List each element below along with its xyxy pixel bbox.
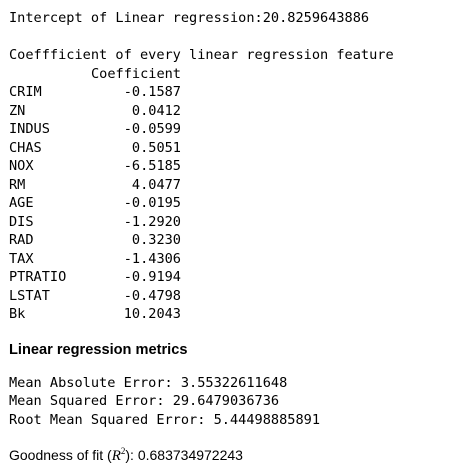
coefficient-row: AGE -0.0195 (9, 194, 181, 213)
coefficient-row: INDUS -0.0599 (9, 120, 181, 139)
coefficient-value: -0.4798 (123, 287, 181, 304)
coefficient-value: -6.5185 (123, 158, 181, 174)
coefficient-row: RAD 0.3230 (9, 231, 181, 250)
intercept-line: Intercept of Linear regression:20.825964… (9, 9, 445, 28)
metrics-heading: Linear regression metrics (9, 341, 188, 358)
coefficient-row: CRIM -0.1587 (9, 83, 181, 102)
feature-name: LSTAT (9, 287, 50, 304)
mse-label: Mean Squared Error: (9, 393, 173, 409)
feature-name: PTRATIO (9, 269, 67, 285)
coefficient-value: -1.4306 (123, 250, 181, 267)
r-exponent: 2 (120, 446, 126, 456)
goodness-of-fit-line: Goodness of fit (R2): 0.683734972243 (9, 445, 445, 466)
fit-label-pre: Goodness of fit ( (9, 447, 112, 463)
coefficient-table: Coefficient CRIM -0.1587 ZN 0.0412 INDUS -0.0… (9, 65, 181, 324)
coefficient-value: 0.3230 (131, 232, 181, 248)
coefficient-value: 0.5051 (131, 139, 181, 156)
coefficient-row: ZN 0.0412 (9, 102, 181, 121)
coefficient-value: -0.0599 (123, 121, 181, 137)
coefficient-row: LSTAT -0.4798 (9, 287, 181, 306)
blank-line (9, 28, 445, 47)
feature-name: Bk (9, 306, 26, 322)
coefficient-value: -0.9194 (123, 269, 181, 285)
notebook-output: Intercept of Linear regression:20.825964… (9, 9, 445, 466)
feature-name: TAX (9, 250, 34, 267)
feature-name: INDUS (9, 121, 50, 137)
mae-label: Mean Absolute Error: (9, 374, 181, 391)
coefficient-value: -0.0195 (123, 195, 181, 211)
coefficient-value: 10.2043 (123, 306, 181, 322)
column-header-coefficient: Coefficient (90, 65, 181, 82)
coefficient-table-header: Coefficient (9, 65, 181, 84)
mse-line: Mean Squared Error: 29.6479036736 (9, 392, 445, 411)
coefficient-row: DIS -1.2920 (9, 213, 181, 232)
intercept-label: Intercept of Linear regression: (9, 10, 263, 26)
fit-value: 0.683734972243 (137, 447, 243, 463)
coefficient-value: -0.1587 (123, 84, 181, 100)
coefficients-title: Coeffficient of every linear regression … (9, 47, 394, 63)
rmse-label: Root Mean Squared Error: (9, 411, 214, 428)
fit-label-post: ): (125, 447, 138, 463)
rmse-line: Root Mean Squared Error: 5.44498885891 (9, 411, 445, 430)
feature-name: CRIM (9, 84, 42, 100)
mae-line: Mean Absolute Error: 3.55322611648 (9, 374, 445, 393)
rmse-value: 5.44498885891 (213, 411, 321, 428)
feature-name: RAD (9, 232, 34, 248)
mse-value: 29.6479036736 (172, 393, 280, 409)
mae-value: 3.55322611648 (180, 374, 288, 391)
coefficient-row: TAX -1.4306 (9, 250, 181, 269)
coefficient-row: PTRATIO -0.9194 (9, 268, 181, 287)
table-corner (9, 65, 81, 84)
r-symbol: R (111, 448, 121, 464)
feature-name: NOX (9, 158, 34, 174)
coefficient-value: -1.2920 (123, 213, 181, 230)
coefficient-value: 4.0477 (131, 176, 181, 193)
feature-name: AGE (9, 195, 34, 211)
coefficient-row: NOX -6.5185 (9, 157, 181, 176)
feature-name: CHAS (9, 139, 42, 156)
coefficient-value: 0.0412 (131, 102, 181, 119)
feature-name: ZN (9, 102, 26, 119)
coefficient-table-body: CRIM -0.1587 ZN 0.0412 INDUS -0.0599 CHAS 0.505… (9, 83, 181, 324)
feature-name: DIS (9, 213, 34, 230)
feature-name: RM (9, 176, 26, 193)
r-squared-symbol: R2 (111, 446, 126, 465)
coefficient-row: Bk 10.2043 (9, 305, 181, 324)
coefficient-row: RM 4.0477 (9, 176, 181, 195)
coefficient-row: CHAS 0.5051 (9, 139, 181, 158)
intercept-value: 20.8259643886 (262, 10, 370, 26)
